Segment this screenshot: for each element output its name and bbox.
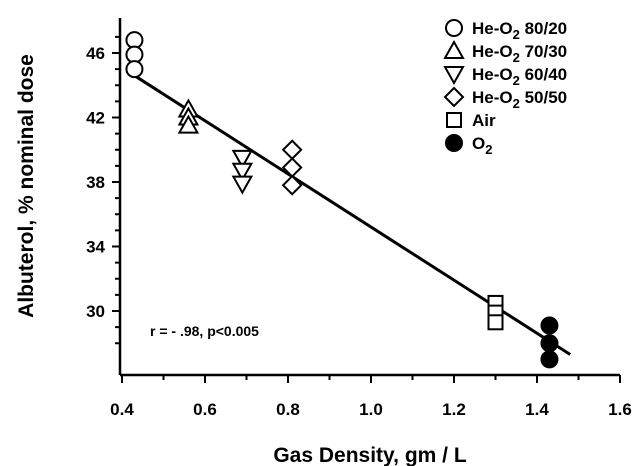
legend-label: He-O2 60/40 — [472, 65, 567, 88]
regression-line — [133, 74, 572, 356]
fit-line-group — [133, 74, 572, 356]
legend-marker — [443, 86, 465, 108]
legend-marker — [445, 134, 463, 152]
y-tick-label: 38 — [86, 173, 105, 192]
legend-marker — [445, 19, 463, 37]
y-axis-title: Albuterol, % nominal dose — [15, 54, 38, 318]
x-tick-label: 1.0 — [359, 400, 383, 419]
x-tick-label: 1.2 — [442, 400, 466, 419]
data-point — [125, 60, 144, 79]
x-tick-label: 0.6 — [193, 400, 217, 419]
data-point — [540, 316, 559, 335]
legend-label: He-O2 50/50 — [472, 88, 567, 111]
x-tick-label: 0.8 — [276, 400, 300, 419]
data-point — [231, 162, 254, 182]
data-point — [540, 350, 559, 369]
y-tick-label: 42 — [86, 109, 105, 128]
data-point — [231, 175, 254, 195]
legend-label: Air — [472, 111, 496, 130]
data-point — [281, 174, 303, 196]
data-point — [540, 334, 559, 353]
data-point — [281, 139, 303, 161]
legend-marker — [443, 66, 465, 86]
ticks: 0.4 0.6 0.8 1.0 1.2 1.4 1.6 46 42 38 34 30 — [86, 35, 632, 419]
legend-marker — [446, 112, 462, 128]
legend-label: He-O2 80/20 — [472, 19, 567, 42]
y-tick-label: 46 — [86, 44, 105, 63]
data-point — [177, 114, 200, 134]
x-tick-label: 0.4 — [110, 400, 134, 419]
y-tick-label: 34 — [86, 238, 105, 257]
legend-marker — [443, 39, 465, 59]
x-tick-label: 1.4 — [525, 400, 549, 419]
data-point — [231, 149, 254, 169]
x-axis-title: Gas Density, gm / L — [273, 444, 466, 466]
legend-label: O2 — [472, 134, 492, 157]
x-tick-label: 1.6 — [608, 400, 632, 419]
y-tick-label: 30 — [86, 302, 105, 321]
correlation-annotation: r = - .98, p<0.005 — [150, 323, 259, 339]
legend-label: He-O2 70/30 — [472, 42, 567, 65]
data-point — [487, 314, 504, 331]
data-points — [125, 31, 559, 369]
